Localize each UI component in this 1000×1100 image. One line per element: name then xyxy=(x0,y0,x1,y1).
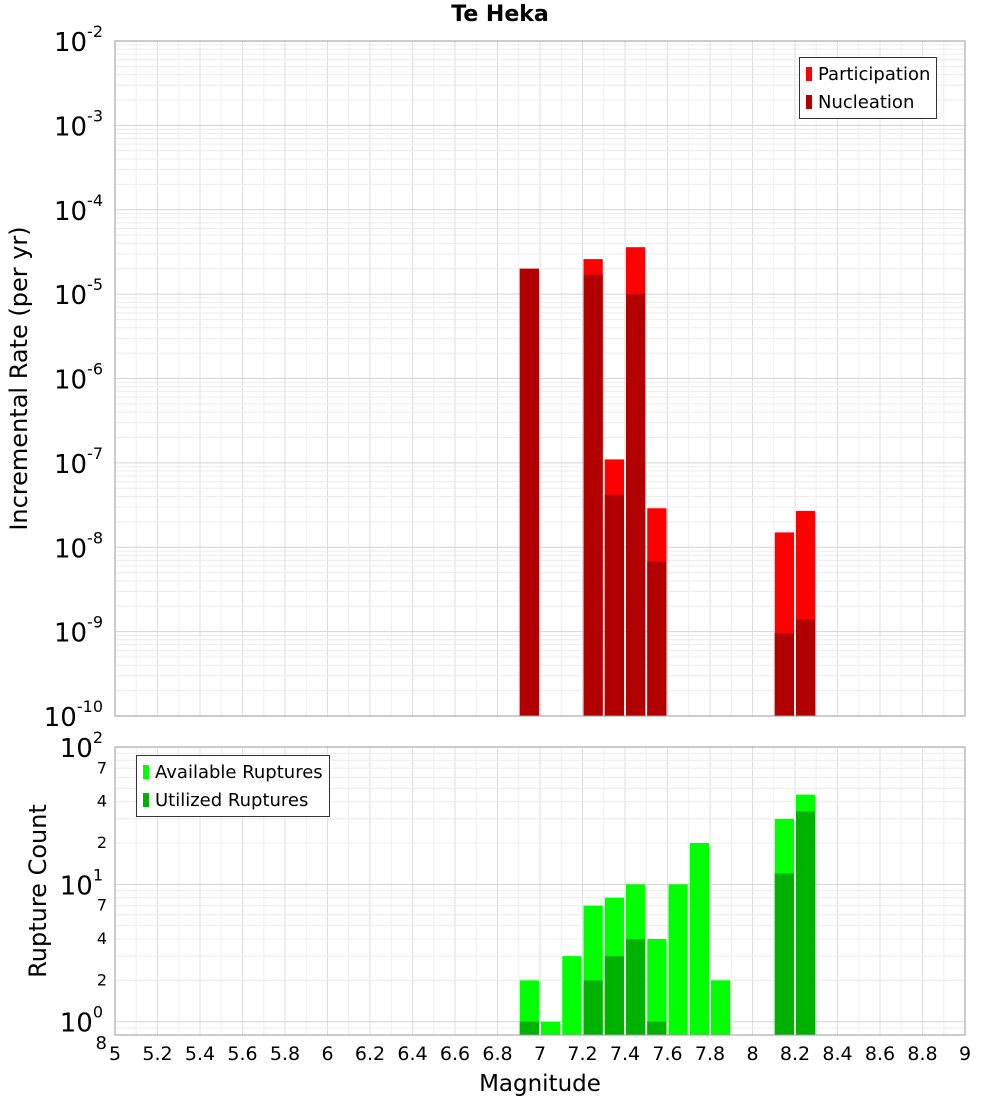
count-bar-available xyxy=(668,884,688,1035)
rate-bar-nucleation xyxy=(647,561,667,716)
rate-bar-nucleation xyxy=(796,619,816,716)
count-y-minor-tick-label: 2 xyxy=(97,970,107,989)
x-tick-label: 8.8 xyxy=(907,1043,937,1065)
rate-y-tick-label: 10-6 xyxy=(54,360,103,396)
count-y-tick-label: 102 xyxy=(60,728,103,764)
count-bar-available xyxy=(519,980,539,1035)
rate-bar-nucleation xyxy=(774,633,794,716)
x-tick-label: 5.2 xyxy=(142,1043,172,1065)
x-tick-label: 9 xyxy=(959,1043,971,1065)
count-bar-utilized xyxy=(647,1021,667,1035)
rate-y-tick-label: 10-2 xyxy=(54,22,103,58)
x-tick-label: 6.4 xyxy=(397,1043,427,1065)
count-y-minor-tick-label: 4 xyxy=(97,792,107,811)
count-y-minor-tick-label: 7 xyxy=(97,758,107,777)
count-bar-utilized xyxy=(774,873,794,1035)
count-y-minor-tick-label: 7 xyxy=(97,896,107,915)
count-bar-utilized xyxy=(519,1021,539,1035)
count-y-minor-tick-label: 2 xyxy=(97,833,107,852)
count-y-tick-label: 101 xyxy=(60,865,103,901)
x-tick-label: 6.2 xyxy=(355,1043,385,1065)
rate-bar-nucleation xyxy=(519,268,539,716)
count-bar-utilized xyxy=(604,956,624,1035)
rate-panel: 10-10 10-9 10-8 10-7 10-6 10-5 10-4 10-3 10-2 Inc… xyxy=(5,22,966,733)
count-y-axis-title: Rupture Count xyxy=(24,804,52,978)
x-tick-label: 6.6 xyxy=(440,1043,470,1065)
rate-y-tick-label: 10-3 xyxy=(54,106,103,142)
count-bar-available xyxy=(711,980,731,1035)
bottom-legend: Available Ruptures Utilized Ruptures xyxy=(136,755,330,817)
rate-y-axis-title: Incremental Rate (per yr) xyxy=(5,226,33,530)
x-tick-label: 7.4 xyxy=(610,1043,640,1065)
x-tick-label: 7 xyxy=(534,1043,546,1065)
rate-y-tick-label: 10-5 xyxy=(54,275,103,311)
x-tick-label: 6.8 xyxy=(482,1043,512,1065)
rate-y-tick-label: 10-8 xyxy=(54,528,103,564)
count-bar-available xyxy=(647,939,667,1035)
legend-label-participation: Participation xyxy=(818,63,931,85)
top-legend: Participation Nucleation xyxy=(799,57,938,119)
x-tick-label: 7.8 xyxy=(695,1043,725,1065)
legend-swatch-participation xyxy=(806,67,812,81)
count-bar-available xyxy=(562,956,582,1035)
rate-y-tick-label: 10-9 xyxy=(54,613,103,649)
legend-swatch-utilized xyxy=(143,793,149,807)
x-tick-label: 7.2 xyxy=(567,1043,597,1065)
x-tick-label: 7.6 xyxy=(652,1043,682,1065)
x-tick-label: 5 xyxy=(109,1043,121,1065)
rate-bar-nucleation xyxy=(604,494,624,716)
chart-title: Te Heka xyxy=(451,2,549,27)
legend-item-participation: Participation xyxy=(806,60,930,88)
legend-label-available: Available Ruptures xyxy=(155,761,323,783)
x-tick-label: 5.8 xyxy=(270,1043,300,1065)
x-tick-label: 8.6 xyxy=(865,1043,895,1065)
x-tick-label: 6 xyxy=(321,1043,333,1065)
count-y-minor-tick-label: 8 xyxy=(96,1033,107,1054)
legend-swatch-available xyxy=(143,765,149,779)
legend-label-nucleation: Nucleation xyxy=(818,91,915,113)
count-y-tick-label: 100 xyxy=(60,1003,103,1039)
count-bar-utilized xyxy=(583,980,603,1035)
count-panel: 100 101 102 2 4 7 2 4 7 8 Rupture Count xyxy=(24,728,966,1054)
count-y-minor-tick-label: 4 xyxy=(97,929,107,948)
x-tick-label: 8 xyxy=(746,1043,758,1065)
count-bar-available xyxy=(689,843,709,1035)
count-bar-utilized xyxy=(796,811,816,1035)
legend-item-utilized: Utilized Ruptures xyxy=(143,786,323,814)
count-frame xyxy=(114,746,966,1036)
legend-label-utilized: Utilized Ruptures xyxy=(155,789,309,811)
x-tick-label: 8.2 xyxy=(780,1043,810,1065)
rate-y-tick-label: 10-4 xyxy=(54,191,103,227)
x-tick-label: 8.4 xyxy=(822,1043,852,1065)
x-tick-label: 5.6 xyxy=(227,1043,257,1065)
rate-frame xyxy=(114,40,966,717)
legend-item-nucleation: Nucleation xyxy=(806,88,930,116)
legend-swatch-nucleation xyxy=(806,95,812,109)
rate-bar-nucleation xyxy=(583,274,603,716)
legend-item-available: Available Ruptures xyxy=(143,758,323,786)
x-tick-label: 5.4 xyxy=(185,1043,215,1065)
x-axis-title: Magnitude xyxy=(479,1071,601,1097)
rate-y-tick-label: 10-10 xyxy=(44,697,103,733)
rate-bar-nucleation xyxy=(626,294,646,716)
rate-y-tick-label: 10-7 xyxy=(54,444,103,480)
count-bar-available xyxy=(541,1021,561,1035)
count-bar-utilized xyxy=(626,939,646,1035)
